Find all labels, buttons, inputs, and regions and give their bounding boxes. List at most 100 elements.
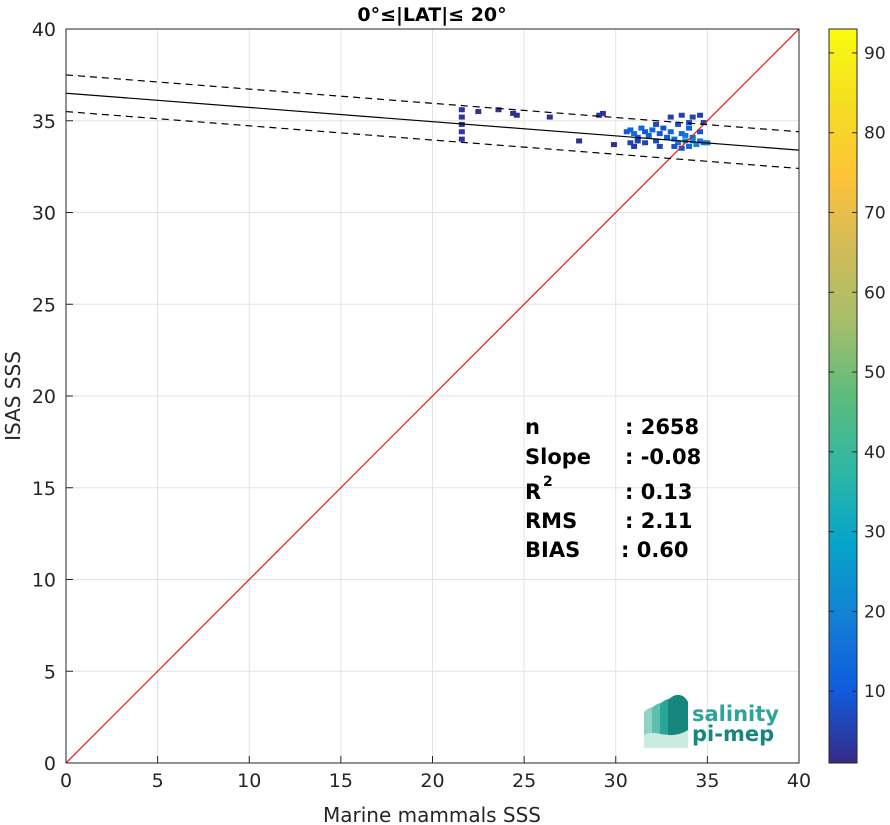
logo-text-salinity: salinity: [692, 702, 779, 726]
chart-title: 0°≤|LAT|≤ 20°: [357, 4, 506, 26]
x-tick-label: 35: [695, 770, 719, 792]
fit-lines: [66, 29, 799, 763]
density-cell: [610, 142, 617, 148]
density-cell: [697, 129, 704, 135]
density-cell: [495, 107, 502, 113]
density-cell: [678, 112, 685, 118]
density-cell: [693, 142, 700, 148]
stats-block: n : 2658 Slope : -0.08 R 2 : 0.13 RMS : …: [525, 415, 701, 562]
density-cell: [700, 120, 707, 126]
y-tick-label: 0: [44, 753, 56, 775]
y-tick-label: 35: [32, 111, 56, 133]
density-cell: [627, 127, 634, 133]
x-tick-label: 25: [512, 770, 536, 792]
y-tick-label: 30: [32, 203, 56, 225]
colorbar-tick-label: 70: [864, 204, 886, 224]
density-cell: [667, 114, 674, 120]
density-cell: [678, 131, 685, 137]
density-cell: [689, 134, 696, 140]
stat-bias-label: BIAS: [525, 538, 580, 562]
y-axis-label: ISAS SSS: [1, 351, 25, 441]
x-tick-label: 40: [787, 770, 811, 792]
stat-r2-label: R: [525, 480, 541, 504]
x-tick-label: 20: [420, 770, 444, 792]
density-cell: [671, 143, 678, 149]
stat-bias-value: : 0.60: [621, 538, 689, 562]
density-cell: [634, 138, 641, 144]
y-tick-label: 15: [32, 478, 56, 500]
density-cell: [576, 138, 583, 144]
colorbar-tick-label: 60: [864, 283, 886, 303]
density-cell: [458, 107, 465, 113]
density-cell: [627, 140, 634, 146]
density-cell: [458, 129, 465, 135]
y-tick-label: 20: [32, 386, 56, 408]
density-cell: [513, 112, 520, 118]
density-cell: [675, 121, 682, 127]
y-axis-ticks: 0 5 10 15 20 25 30 35 40: [32, 19, 73, 775]
density-cell: [686, 125, 693, 131]
density-cell: [664, 134, 671, 140]
y-tick-label: 10: [32, 570, 56, 592]
density-cell: [678, 145, 685, 151]
stat-r2-superscript: 2: [543, 474, 553, 490]
density-cell: [686, 143, 693, 149]
density-cell: [653, 138, 660, 144]
x-axis-label: Marine mammals SSS: [323, 803, 541, 825]
density-cell: [546, 114, 553, 120]
density-cell: [660, 125, 667, 131]
density-cell: [475, 109, 482, 115]
stat-r2-value: : 0.13: [625, 480, 693, 504]
density-cell: [510, 110, 517, 116]
density-cell: [623, 129, 630, 135]
x-tick-label: 30: [604, 770, 628, 792]
y-tick-label: 5: [44, 661, 56, 683]
stat-n-value: : 2658: [625, 415, 699, 439]
colorbar-ticks: 10 20 30 40 50 60 70 80 90: [829, 44, 886, 702]
density-cell: [656, 143, 663, 149]
density-cell: [642, 129, 649, 135]
density-cell: [631, 143, 638, 149]
y-tick-label: 25: [32, 294, 56, 316]
density-cell: [656, 131, 663, 137]
x-tick-label: 10: [237, 770, 261, 792]
density-cell: [649, 127, 656, 133]
wave-logo-icon: [644, 694, 688, 748]
colorbar: [828, 28, 858, 764]
stat-slope-value: : -0.08: [625, 445, 701, 469]
density-cell: [675, 140, 682, 146]
colorbar-tick-label: 40: [864, 443, 886, 463]
density-cell: [458, 136, 465, 142]
colorbar-tick-label: 10: [864, 682, 886, 702]
stat-rms-label: RMS: [525, 509, 577, 533]
density-cell: [686, 120, 693, 126]
colorbar-tick-label: 20: [864, 602, 886, 622]
density-cell: [596, 112, 603, 118]
stat-rms-value: : 2.11: [625, 509, 693, 533]
density-cell: [645, 132, 652, 138]
x-tick-label: 0: [60, 770, 72, 792]
density-cell: [638, 125, 645, 131]
density-cell: [671, 136, 678, 142]
density-cell: [682, 132, 689, 138]
line-identity: [66, 29, 799, 763]
density-cell: [689, 114, 696, 120]
colorbar-tick-label: 30: [864, 523, 886, 543]
density-cell: [631, 131, 638, 137]
density-cell: [667, 129, 674, 135]
colorbar-tick-label: 50: [864, 363, 886, 383]
y-tick-label: 40: [32, 19, 56, 41]
x-axis-ticks: 0 5 10 15 20 25 30 35 40: [60, 756, 811, 792]
line-fit: [66, 92, 799, 151]
density-cell: [689, 138, 696, 144]
stat-n-label: n: [525, 415, 540, 439]
density-cell: [697, 112, 704, 118]
line-fit_lower: [66, 110, 799, 170]
logo-text-pi-mep: pi-mep: [692, 722, 774, 746]
line-fit_upper: [66, 74, 799, 133]
colorbar-tick-label: 90: [864, 44, 886, 64]
x-tick-label: 15: [329, 770, 353, 792]
x-tick-label: 5: [152, 770, 164, 792]
salinity-pi-mep-logo: salinity pi-mep: [644, 694, 779, 748]
